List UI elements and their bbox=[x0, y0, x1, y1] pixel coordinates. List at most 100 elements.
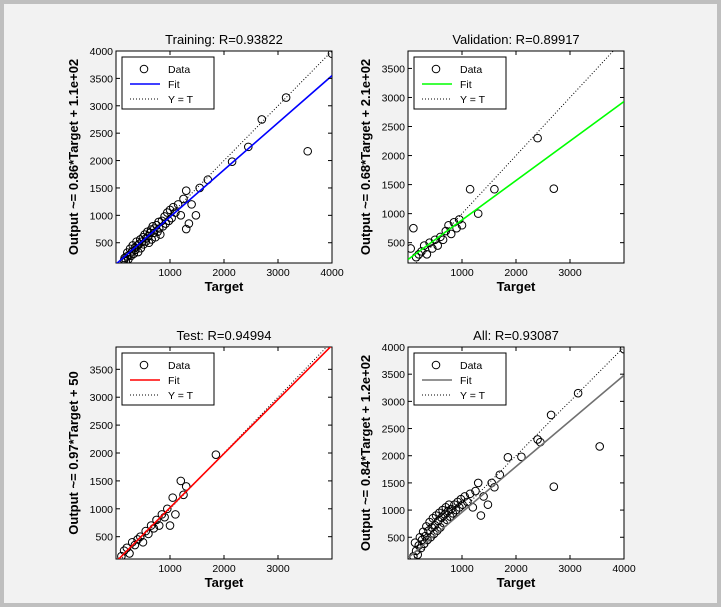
data-point bbox=[446, 229, 456, 239]
legend-data-label: Data bbox=[460, 360, 482, 372]
data-point bbox=[436, 232, 445, 242]
data-point bbox=[181, 224, 191, 234]
data-point bbox=[157, 510, 167, 519]
data-point bbox=[433, 241, 443, 250]
legend-identity-label: Y = T bbox=[460, 390, 486, 402]
y-tick-label: 2500 bbox=[90, 128, 114, 140]
data-point bbox=[138, 537, 148, 547]
data-point bbox=[149, 228, 159, 238]
legend-box bbox=[413, 56, 507, 110]
data-point bbox=[227, 157, 237, 166]
data-point bbox=[121, 257, 131, 263]
y-tick-label: 3000 bbox=[90, 101, 114, 113]
data-point bbox=[163, 504, 172, 514]
data-point bbox=[125, 549, 134, 558]
data-point bbox=[573, 388, 583, 398]
x-tick-label: 2000 bbox=[212, 267, 236, 279]
data-point bbox=[533, 133, 542, 143]
data-point bbox=[141, 526, 150, 536]
x-tick-label: 3000 bbox=[266, 563, 290, 575]
data-point bbox=[181, 482, 191, 491]
data-point bbox=[490, 184, 499, 194]
data-point bbox=[173, 200, 183, 209]
x-tick-label: 3000 bbox=[558, 267, 582, 279]
y-tick-label: 3500 bbox=[382, 63, 406, 75]
data-point bbox=[438, 235, 448, 245]
data-point bbox=[303, 146, 313, 156]
y-tick-label: 4000 bbox=[382, 342, 406, 354]
x-axis-label: Target bbox=[497, 575, 536, 590]
data-point bbox=[465, 184, 475, 194]
x-tick-label: 4000 bbox=[612, 563, 636, 575]
data-point bbox=[148, 221, 158, 231]
data-point bbox=[503, 453, 513, 462]
y-tick-label: 2000 bbox=[382, 451, 406, 463]
x-tick-label: 2000 bbox=[504, 267, 528, 279]
x-tick-label: 2000 bbox=[212, 563, 236, 575]
legend-data-label: Data bbox=[168, 360, 190, 372]
legend-data-marker bbox=[431, 360, 441, 370]
data-point bbox=[168, 493, 177, 502]
legend-identity-label: Y = T bbox=[168, 390, 194, 402]
data-point bbox=[408, 244, 415, 253]
data-point bbox=[430, 520, 440, 530]
y-tick-label: 1500 bbox=[382, 180, 406, 192]
x-axis-label: Target bbox=[205, 279, 244, 294]
y-tick-label: 1000 bbox=[382, 505, 406, 517]
data-point bbox=[129, 249, 139, 258]
data-point bbox=[416, 543, 426, 553]
data-point bbox=[154, 521, 164, 530]
x-tick-label: 4000 bbox=[320, 267, 344, 279]
data-point bbox=[168, 202, 178, 212]
x-tick-label: 2000 bbox=[504, 563, 528, 575]
y-tick-label: 3500 bbox=[90, 73, 114, 85]
data-point bbox=[134, 239, 144, 249]
x-tick-label: 1000 bbox=[450, 267, 474, 279]
data-point bbox=[549, 482, 559, 492]
data-point bbox=[619, 347, 624, 354]
data-point bbox=[176, 476, 186, 486]
y-tick-label: 2500 bbox=[90, 420, 114, 432]
data-point bbox=[533, 435, 542, 444]
data-point bbox=[448, 509, 458, 518]
data-point bbox=[483, 500, 493, 509]
plot-1: 1000 2000 3000 4000 500 1000 1500 2000 2500 3000 3… bbox=[66, 32, 344, 294]
data-point bbox=[179, 194, 188, 204]
data-point bbox=[460, 492, 470, 501]
data-point bbox=[465, 489, 475, 499]
data-point bbox=[546, 410, 556, 420]
legend-box bbox=[121, 352, 215, 406]
data-point bbox=[411, 546, 421, 556]
data-point bbox=[425, 238, 434, 247]
x-tick-label: 3000 bbox=[558, 563, 582, 575]
legend-identity-label: Y = T bbox=[460, 94, 486, 106]
data-point bbox=[422, 249, 432, 259]
x-tick-label: 1000 bbox=[158, 563, 182, 575]
y-tick-label: 2500 bbox=[382, 122, 406, 134]
y-tick-label: 500 bbox=[387, 238, 405, 250]
data-point bbox=[133, 535, 142, 544]
data-point bbox=[257, 115, 267, 124]
data-point bbox=[458, 500, 467, 509]
data-point bbox=[171, 208, 180, 217]
data-point bbox=[130, 540, 140, 550]
legend-box bbox=[413, 352, 507, 406]
legend-box bbox=[121, 56, 215, 110]
data-point bbox=[176, 211, 186, 220]
y-tick-label: 2500 bbox=[382, 424, 406, 436]
y-axis-label: Output ~= 0.84*Target + 1.2e+02 bbox=[358, 355, 373, 551]
data-point bbox=[442, 515, 452, 525]
data-point bbox=[126, 251, 136, 261]
data-point bbox=[191, 211, 201, 220]
data-point bbox=[422, 522, 431, 531]
plot-2: 1000 2000 3000 500 1000 1500 2000 2500 3000 3500 V… bbox=[358, 32, 625, 294]
legend-data-marker bbox=[139, 64, 149, 74]
y-tick-label: 1500 bbox=[382, 478, 406, 490]
plot-title: Test: R=0.94994 bbox=[176, 328, 271, 343]
data-point bbox=[184, 219, 194, 228]
legend-data-marker bbox=[431, 64, 441, 74]
y-tick-label: 2000 bbox=[90, 448, 114, 460]
data-point bbox=[473, 209, 483, 218]
data-point bbox=[549, 184, 559, 193]
